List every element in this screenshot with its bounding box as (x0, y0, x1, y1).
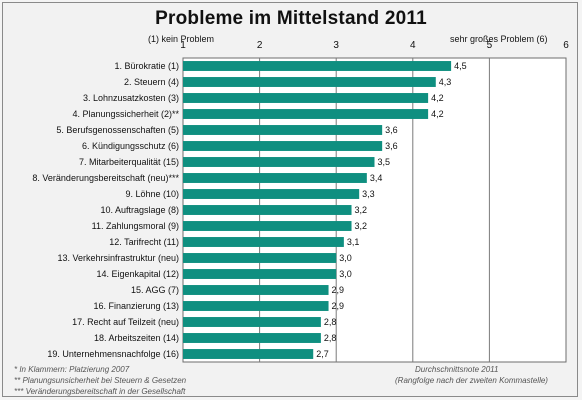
value-label: 3,1 (347, 237, 360, 247)
category-label: 3. Lohnzusatzkosten (3) (83, 93, 179, 103)
bar (183, 285, 329, 295)
bar (183, 269, 337, 279)
category-label: 14. Eigenkapital (12) (96, 269, 179, 279)
category-label: 16. Finanzierung (13) (93, 301, 179, 311)
x-tick-label: 1 (180, 40, 186, 51)
category-label: 7. Mitarbeiterqualität (15) (79, 157, 179, 167)
category-label: 8. Veränderungsbereitschaft (neu)*** (32, 173, 179, 183)
value-label: 2,7 (316, 349, 329, 359)
category-label: 17. Recht auf Teilzeit (neu) (72, 317, 179, 327)
bar (183, 205, 352, 215)
ranking-note: (Rangfolge nach der zweiten Kommastelle) (395, 376, 548, 385)
value-label: 3,5 (378, 157, 391, 167)
bar (183, 61, 452, 71)
category-label: 5. Berufsgenossenschaften (5) (56, 125, 179, 135)
bar (183, 173, 367, 183)
bar (183, 189, 360, 199)
bar (183, 253, 337, 263)
value-label: 2,8 (324, 317, 337, 327)
bar (183, 333, 321, 343)
value-label: 2,9 (332, 301, 345, 311)
average-note: Durchschnittsnote 2011 (415, 365, 499, 374)
footnote-3: *** Veränderungsbereitschaft in der Gese… (14, 387, 186, 396)
bar (183, 317, 321, 327)
value-label: 4,2 (431, 109, 444, 119)
category-label: 19. Unternehmensnachfolge (16) (47, 349, 179, 359)
bar (183, 125, 383, 135)
bar (183, 93, 429, 103)
value-label: 3,2 (355, 205, 368, 215)
bar (183, 349, 314, 359)
bar (183, 237, 344, 247)
category-label: 10. Auftragslage (8) (100, 205, 179, 215)
value-label: 3,6 (385, 141, 398, 151)
bar (183, 157, 375, 167)
category-label: 18. Arbeitszeiten (14) (94, 333, 179, 343)
category-label: 4. Planungssicherheit (2)** (72, 109, 179, 119)
bar (183, 141, 383, 151)
category-label: 15. AGG (7) (131, 285, 179, 295)
bar (183, 301, 329, 311)
category-label: 2. Steuern (4) (124, 77, 179, 87)
scale-low-label: (1) kein Problem (148, 34, 215, 44)
bar (183, 77, 436, 87)
bar (183, 109, 429, 119)
value-label: 3,3 (362, 189, 375, 199)
footnote-2: ** Planungsunsicherheit bei Steuern & Ge… (14, 376, 187, 385)
value-label: 4,5 (454, 61, 467, 71)
value-label: 4,3 (439, 77, 452, 87)
x-tick-label: 5 (487, 40, 493, 51)
chart-title: Probleme im Mittelstand 2011 (155, 8, 427, 29)
value-label: 3,0 (339, 269, 352, 279)
value-label: 3,4 (370, 173, 383, 183)
value-label: 4,2 (431, 93, 444, 103)
scale-high-label: sehr großes Problem (6) (450, 34, 548, 44)
category-label: 11. Zahlungsmoral (9) (92, 221, 179, 231)
category-label: 1. Bürokratie (1) (114, 61, 179, 71)
value-label: 2,8 (324, 333, 337, 343)
value-label: 3,0 (339, 253, 352, 263)
x-tick-label: 2 (257, 40, 263, 51)
x-tick-label: 3 (333, 40, 339, 51)
x-tick-label: 4 (410, 40, 416, 51)
value-label: 2,9 (332, 285, 345, 295)
footnote-1: * In Klammern: Platzierung 2007 (14, 365, 130, 374)
category-label: 12. Tarifrecht (11) (109, 237, 179, 247)
category-label: 6. Kündigungsschutz (6) (82, 141, 179, 151)
value-label: 3,2 (355, 221, 368, 231)
category-label: 9. Löhne (10) (125, 189, 179, 199)
bar (183, 221, 352, 231)
category-label: 13. Verkehrsinfrastruktur (neu) (57, 253, 179, 263)
value-label: 3,6 (385, 125, 398, 135)
x-tick-label: 6 (563, 40, 569, 51)
